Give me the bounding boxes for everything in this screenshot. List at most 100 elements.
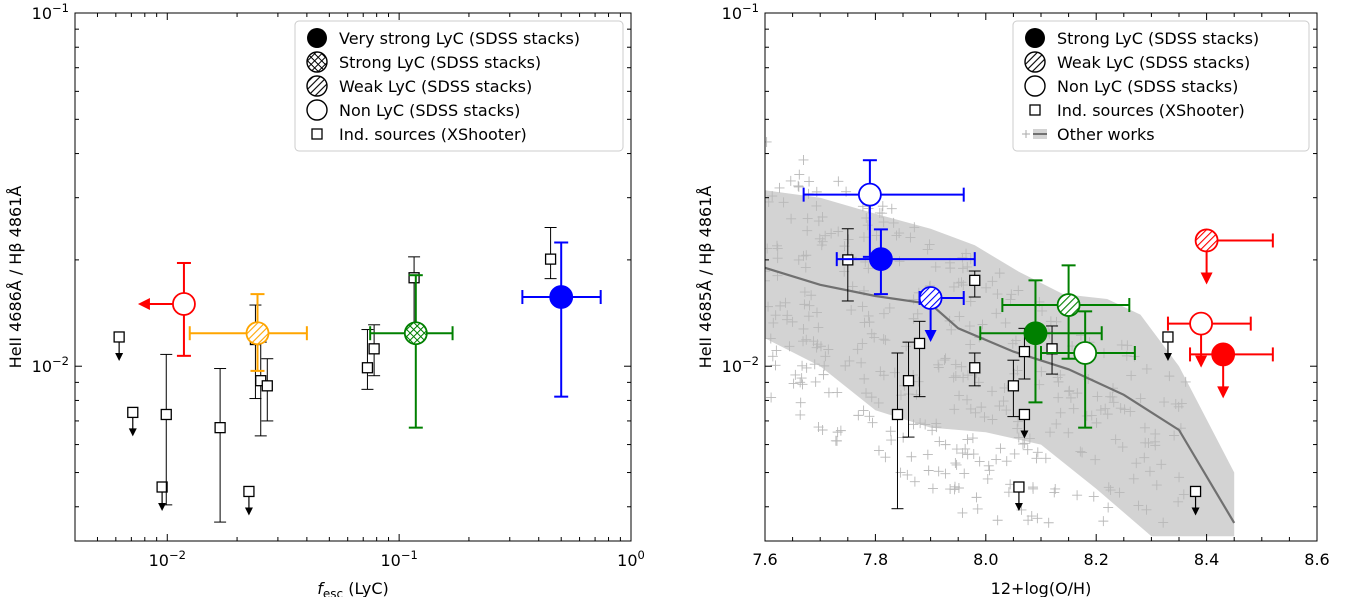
other-works-point	[858, 232, 869, 243]
individual-source-marker	[913, 320, 926, 398]
other-works-point	[987, 414, 998, 425]
other-works-point	[948, 281, 959, 292]
other-works-point	[863, 263, 874, 274]
upper-limit-arrowhead	[1200, 272, 1213, 285]
other-works-point	[977, 319, 988, 330]
other-works-point	[906, 451, 917, 462]
legend-entry: Weak LyC (SDSS stacks)	[1024, 51, 1250, 73]
other-works-point	[785, 175, 796, 186]
stack-circle	[172, 292, 196, 316]
other-works-point	[863, 310, 874, 321]
legend-marker	[1024, 51, 1046, 73]
individual-source-marker	[1007, 359, 1020, 418]
legend-entry: Non LyC (SDSS stacks)	[1024, 75, 1238, 97]
other-works-point	[1119, 404, 1130, 415]
other-works-point	[1088, 491, 1099, 502]
x-tick-label: 100	[617, 548, 645, 570]
individual-square	[969, 274, 981, 287]
individual-source-marker	[214, 368, 227, 523]
other-works-point	[778, 197, 789, 208]
other-works-point	[801, 362, 812, 373]
other-works-point	[945, 484, 956, 495]
other-works-point	[800, 262, 811, 273]
other-works-point	[801, 334, 812, 345]
other-works-point	[1063, 427, 1074, 438]
other-works-point	[1064, 385, 1075, 396]
other-works-point	[804, 300, 815, 311]
other-works-point	[815, 341, 826, 352]
other-works-point	[1055, 407, 1066, 418]
other-works-point	[962, 370, 973, 381]
individual-square	[1189, 485, 1202, 498]
other-works-point	[1122, 340, 1133, 351]
other-works-point	[957, 448, 968, 459]
other-works-point	[852, 344, 863, 355]
other-works-point	[958, 280, 969, 291]
legend: Strong LyC (SDSS stacks) Weak LyC (SDSS s…	[1012, 20, 1310, 152]
other-works-point	[972, 503, 983, 514]
other-works-point	[1174, 472, 1185, 483]
other-works-point	[832, 427, 843, 438]
other-works-point	[771, 345, 782, 356]
legend-entry: Very strong LyC (SDSS stacks)	[307, 28, 580, 48]
other-works-point	[956, 277, 967, 288]
other-works-point	[833, 176, 844, 187]
other-works-point	[1026, 511, 1037, 522]
stack-circle	[1073, 341, 1098, 365]
other-works-point	[994, 400, 1005, 411]
individual-square	[1018, 345, 1031, 358]
individual-source-marker	[902, 341, 915, 438]
other-works-point	[867, 417, 878, 428]
other-works-point	[987, 386, 998, 397]
other-works-point	[877, 208, 888, 219]
other-works-point	[1001, 456, 1012, 467]
other-works-point	[798, 323, 809, 334]
other-works-point	[927, 483, 938, 494]
other-works-point	[1043, 517, 1054, 528]
other-works-point	[765, 243, 773, 254]
other-works-point	[873, 445, 884, 456]
other-works-point	[772, 253, 783, 264]
other-works-point	[1156, 459, 1167, 470]
other-works-point	[1086, 410, 1097, 421]
other-works-point	[801, 250, 812, 261]
other-works-point	[912, 308, 923, 319]
stack-marker	[1194, 228, 1274, 285]
legend-entry: Non LyC (SDSS stacks)	[306, 99, 520, 121]
other-works-point	[1053, 392, 1064, 403]
stack-marker	[521, 241, 602, 398]
other-works-point	[930, 261, 941, 272]
other-works-point	[772, 240, 783, 251]
individual-square	[214, 421, 226, 434]
other-works-point	[1135, 393, 1146, 404]
legend-label: Strong LyC (SDSS stacks)	[339, 53, 541, 72]
x-tick-label: 7.8	[863, 550, 888, 569]
other-works-point	[843, 234, 854, 245]
individual-square	[113, 331, 125, 343]
individual-square	[361, 362, 374, 374]
other-works-point	[1103, 482, 1114, 493]
individual-source-marker	[1189, 485, 1202, 516]
other-works-point	[913, 376, 924, 387]
other-works-point	[1107, 391, 1118, 402]
y-tick-label: 10−2	[722, 354, 759, 376]
individual-source-marker	[127, 406, 139, 437]
y-tick-label: 10−2	[32, 354, 69, 376]
other-works-point	[846, 305, 857, 316]
other-works-point	[946, 324, 957, 335]
other-works-point	[786, 213, 797, 224]
other-works-point	[991, 308, 1002, 319]
other-works-point	[880, 335, 891, 346]
upper-limit-arrowhead	[1195, 355, 1208, 368]
individual-square	[544, 253, 557, 265]
other-works-point	[1031, 453, 1042, 464]
x-tick-label: 7.6	[752, 550, 777, 569]
other-works-point	[962, 261, 973, 272]
other-works-point	[1040, 453, 1051, 464]
other-works-point	[1037, 305, 1048, 316]
other-works-point	[1133, 500, 1144, 511]
right-panel: 10−2 10−1 7.6 7.8 8.0 8.2 8.4 8.6 12+log(O/H) HeI…	[696, 1, 1330, 597]
other-works-point	[984, 465, 995, 476]
individual-source-marker	[891, 352, 904, 510]
upper-limit-arrowhead	[1014, 503, 1023, 512]
